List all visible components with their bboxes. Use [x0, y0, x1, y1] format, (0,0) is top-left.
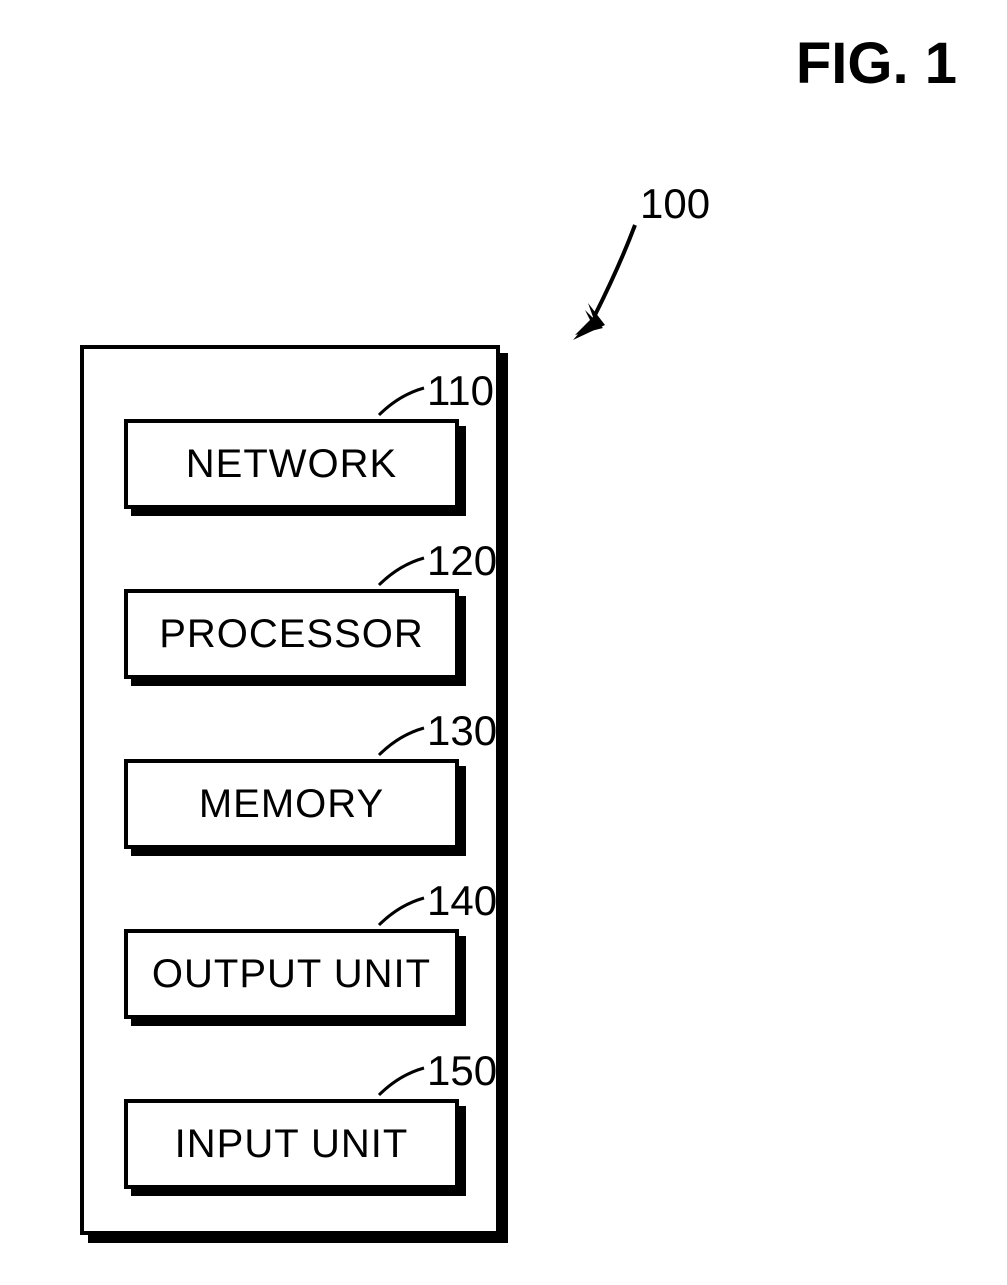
component-box-network: NETWORK	[124, 419, 459, 509]
component-reference: 150	[427, 1047, 497, 1095]
leader-line	[374, 550, 434, 590]
component-box-memory: MEMORY	[124, 759, 459, 849]
leader-line	[374, 720, 434, 760]
component-reference: 120	[427, 537, 497, 585]
leader-line	[374, 1060, 434, 1100]
component-reference: 130	[427, 707, 497, 755]
device-container-box: 110 NETWORK 120 PROCESSOR 130 MEMORY 140…	[80, 345, 500, 1235]
leader-line	[374, 890, 434, 930]
component-reference: 110	[427, 367, 494, 415]
component-reference: 140	[427, 877, 497, 925]
leader-line	[374, 380, 434, 420]
component-box-input: INPUT UNIT	[124, 1099, 459, 1189]
figure-title: FIG. 1	[796, 30, 957, 97]
arrow-to-box	[560, 215, 680, 355]
component-box-output: OUTPUT UNIT	[124, 929, 459, 1019]
component-box-processor: PROCESSOR	[124, 589, 459, 679]
